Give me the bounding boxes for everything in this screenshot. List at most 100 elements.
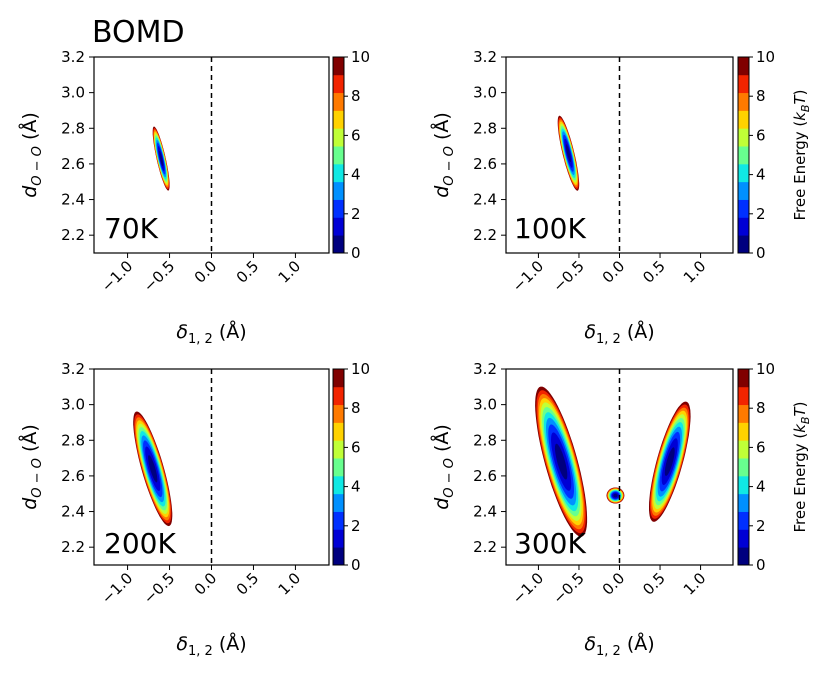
colorbar-segment [333,386,344,406]
colorbar-segment [333,511,344,530]
colorbar-segment [738,404,749,423]
x-tick-label: 1.0 [680,257,710,287]
colorbar-segment [333,217,344,236]
x-tick-label: −1.0 [509,569,547,607]
colorbar-tick-label: 0 [756,244,766,262]
basin-2-level-0 [613,493,618,498]
y-tick-label: 2.2 [61,226,85,244]
colorbar-segment [333,493,344,512]
x-tick-label: −1.0 [98,569,136,607]
colorbar-tick-label: 10 [756,48,775,66]
colorbar-tick-label: 6 [351,438,361,456]
panel-100K: 2.2 2.4 2.6 2.8 3.0 3.2 −1.0 −0.5 0.0 0.5 1.0 100K δ… [430,48,812,347]
colorbar-segment [738,529,749,548]
colorbar-segment [333,422,344,441]
colorbar-segment [333,547,344,566]
y-tick-label: 2.4 [61,191,85,209]
y-tick-label: 2.6 [61,155,85,173]
x-tick-label: 1.0 [275,569,305,599]
colorbar-segment [738,475,749,495]
colorbar-segment [333,440,344,459]
colorbar-tick-label: 2 [351,205,361,223]
free-energy-surface [557,115,580,191]
colorbar-tick-label: 4 [756,478,766,496]
colorbar-tick-label: 6 [351,126,361,144]
y-tick-label: 2.4 [473,191,497,209]
panel-200K: 2.2 2.4 2.6 2.8 3.0 3.2 −1.0 −0.5 0.0 0.5 1.0 200K δ… [18,360,370,659]
y-axis-label: dO − O (Å) [430,424,457,510]
x-tick-label: 1.0 [275,257,305,287]
colorbar-segment [333,235,344,254]
x-axis-label: δ1, 2 (Å) [176,632,246,659]
colorbar-tick-label: 8 [351,87,361,105]
y-tick-label: 2.2 [473,226,497,244]
colorbar-tick-label: 8 [756,399,766,417]
y-tick-label: 2.6 [473,155,497,173]
y-tick-label: 2.8 [473,431,497,449]
y-tick-label: 3.0 [473,396,497,414]
colorbar-segment [738,458,749,477]
colorbar-segment [738,181,749,200]
colorbar-segment [333,404,344,423]
colorbar-tick-label: 4 [351,478,361,496]
x-axis-label: δ1, 2 (Å) [584,632,654,659]
colorbar-segment [738,217,749,236]
basin-0-level-0 [565,144,571,163]
x-tick-label: −1.0 [98,257,136,295]
y-axis-label: dO − O (Å) [18,424,45,510]
basin-0-level-0 [159,151,164,167]
y-tick-label: 3.2 [473,48,497,66]
y-tick-label: 2.8 [61,431,85,449]
x-tick-label: 0.0 [599,257,629,287]
y-tick-label: 3.2 [61,360,85,378]
colorbar-segment [333,128,344,147]
basin-0-level-0 [554,443,568,480]
y-tick-label: 2.2 [61,538,85,556]
colorbar-tick-label: 2 [756,205,766,223]
colorbar-segment [333,181,344,200]
colorbar-segment [738,199,749,218]
y-tick-label: 2.6 [473,467,497,485]
colorbar-segment [333,475,344,495]
colorbar-label: Free Energy (kBT) [791,402,812,533]
colorbar-tick-label: 6 [756,438,766,456]
x-tick-label: −0.5 [549,569,587,607]
colorbar-segment [333,529,344,548]
panel-70K: 2.2 2.4 2.6 2.8 3.0 3.2 −1.0 −0.5 0.0 0.5 1.0 70K δ1… [18,48,370,347]
x-tick-label: −0.5 [140,257,178,295]
colorbar-segment [738,547,749,566]
x-tick-label: 0.5 [233,569,263,599]
free-energy-surface [152,126,170,191]
y-tick-label: 2.4 [473,503,497,521]
colorbar-segment [333,458,344,477]
colorbar-tick-label: 10 [351,360,370,378]
y-axis-label: dO − O (Å) [18,112,45,198]
colorbar-segment [333,110,344,129]
colorbar-segment [738,146,749,165]
colorbar-tick-label: 2 [756,517,766,535]
y-tick-label: 2.8 [473,119,497,137]
x-axis-label: δ1, 2 (Å) [176,320,246,347]
colorbar-frame [332,368,345,566]
figure-title: BOMD [92,15,185,50]
basin-1-level-0 [664,447,675,476]
y-tick-label: 2.4 [61,503,85,521]
colorbar-frame [737,368,750,566]
colorbar-segment [738,92,749,111]
colorbar-segment [333,74,344,94]
colorbar-segment [333,146,344,165]
colorbar-segment [738,386,749,406]
y-axis-label: dO − O (Å) [430,112,457,198]
colorbar-tick-label: 8 [756,87,766,105]
y-tick-label: 2.6 [61,467,85,485]
colorbar-segment [333,57,344,76]
colorbar-tick-label: 10 [351,48,370,66]
x-axis-label: δ1, 2 (Å) [584,320,654,347]
y-tick-label: 3.0 [61,396,85,414]
y-tick-label: 3.0 [61,84,85,102]
panel-300K: 2.2 2.4 2.6 2.8 3.0 3.2 −1.0 −0.5 0.0 0.5 1.0 300K δ… [430,360,812,659]
basin-0-level-0 [148,455,158,483]
colorbar-tick-label: 0 [351,556,361,574]
y-tick-label: 3.2 [61,48,85,66]
